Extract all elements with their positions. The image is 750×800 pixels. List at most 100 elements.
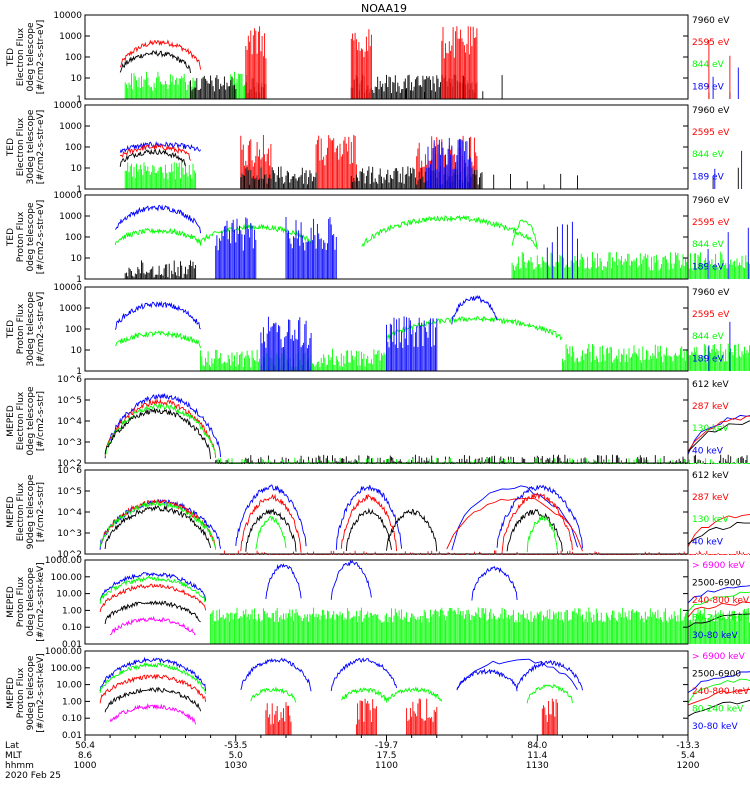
panel-7-legend-entry: 2500-6900: [692, 579, 741, 589]
panel-5-series-7: [687, 414, 750, 455]
panel-4-ytick-label: 1: [76, 367, 82, 377]
panel-2-ylabel-line: Electron Flux: [16, 117, 26, 176]
panel-4-series-1: [114, 300, 201, 330]
panel-7-series-1: [99, 571, 207, 601]
panel-5-series-2: [104, 398, 217, 458]
panel-8-series-16: [687, 671, 750, 693]
panel-6-ylabel-line: MEPED: [6, 496, 16, 528]
panel-2-legend-entry: 844 eV: [692, 150, 725, 160]
panel-8-legend-entry: 240-800 keV: [692, 687, 750, 697]
panel-8-ylabel-line: Proton Flux: [16, 667, 26, 718]
panel-7-ytick-label: 1.00: [62, 606, 82, 616]
footer-hhmm-value: 1200: [677, 761, 700, 771]
footer-mlt-value: 11.4: [527, 751, 547, 761]
panel-3-series-2: [114, 227, 202, 246]
panel-5-ytick-label: 10^6: [57, 375, 82, 385]
panel-6-series-13: [446, 497, 583, 552]
panel-6-series-20: [687, 521, 750, 545]
panel-4-legend-entry: 7960 eV: [692, 288, 730, 298]
panel-6-ytick-label: 10^5: [57, 487, 82, 497]
panel-7-ytick-label: 0.10: [62, 623, 82, 633]
panel-3: 10000 1000 100 10 1 TED Proton Flux 0deg telesc…: [6, 191, 750, 285]
panel-4-legend-entry: 2595 eV: [692, 310, 730, 320]
footer-hhmm-value: 1100: [375, 761, 398, 771]
panel-8-series-15: [265, 698, 558, 735]
panel-6-series-5: [235, 484, 307, 547]
panel-3-ylabel-line: [#/cm2-s-str-eV]: [36, 200, 46, 275]
panel-6-series-16: [501, 492, 573, 552]
panel-7-series-4: [104, 600, 201, 625]
panel-6-series-14: [386, 508, 438, 552]
footer-mlt-value: 5.0: [229, 751, 244, 761]
panel-1-ylabel-line: 0deg telescope: [26, 22, 36, 92]
panel-6-series-3: [99, 499, 217, 550]
panel-7-series-7: [330, 559, 372, 600]
panel-7-ylabel-line: MEPED: [6, 586, 16, 618]
panel-1-ytick-label: 100: [65, 53, 82, 63]
footer-lat-value: -19.7: [375, 741, 398, 751]
panel-4-ytick-label: 1000: [59, 304, 82, 314]
footer-lat-value: -53.5: [224, 741, 247, 751]
panel-8-series-13: [516, 659, 583, 691]
panel-7-series-13: [687, 613, 750, 628]
panel-8-ytick-label: 0.01: [62, 731, 82, 741]
panel-5-ytick-label: 10^4: [57, 417, 82, 427]
panel-5: 10^6 10^5 10^4 10^3 10^2 MEPED Electron Flux 0d…: [6, 375, 750, 469]
panel-1: 10000 1000 100 10 1 TED Electron Flux 0deg tele…: [6, 11, 739, 105]
panel-6-ytick-label: 10^3: [57, 529, 82, 539]
panel-2-ylabel-line: 30deg telescope: [26, 109, 36, 184]
footer-date: 2020 Feb 25: [5, 771, 61, 781]
panel-5-series-4: [104, 407, 212, 460]
panel-6-ytick-label: 10^6: [57, 466, 82, 476]
panel-6-series-17: [506, 508, 563, 552]
panel-6-series-7: [245, 508, 297, 552]
panel-8-ylabel-line: 90deg telescope: [26, 655, 36, 730]
footer-lat-value: 50.4: [75, 741, 95, 751]
panel-8-ytick-label: 10.00: [56, 681, 82, 691]
panel-2-series-4: [119, 148, 186, 167]
panel-7-ytick-label: 0.01: [62, 640, 82, 650]
panel-7-series-8: [471, 566, 518, 601]
panel-4-ylabel-line: 30deg telescope: [26, 291, 36, 366]
panel-1-legend-entry: 2595 eV: [692, 38, 730, 48]
panel-7: 1000.00 100.00 10.00 1.00 0.10 0.01 MEPED Proto…: [6, 556, 750, 650]
panel-7-legend-entry: 240-800 keV: [692, 596, 750, 606]
panel-5-ytick-label: 10^3: [57, 438, 82, 448]
footer-hhmm-value: 1030: [224, 761, 247, 771]
panel-7-legend-entry: 30-80 keV: [692, 631, 738, 641]
panel-3-ylabel-line: 0deg telescope: [26, 202, 36, 272]
panel-8-series-12: [456, 668, 518, 692]
panel-8-series-18: [687, 689, 750, 706]
panel-6: 10^6 10^5 10^4 10^3 10^2 MEPED Electron Flux 90…: [6, 466, 750, 560]
panel-4-ytick-label: 100: [65, 325, 82, 335]
panel-8-series-7: [250, 686, 297, 703]
panel-5-ylabel-line: 0deg telescope: [26, 386, 36, 456]
panel-4-legend-entry: 189 eV: [692, 354, 725, 364]
panel-1-ytick-label: 1: [76, 95, 82, 105]
panel-8: 1000.00 100.00 10.00 1.00 0.10 0.01 MEPED Proto…: [6, 647, 750, 741]
panel-8-series-11: [386, 686, 443, 702]
panel-2-series-1: [119, 141, 201, 154]
panel-2-ytick-label: 1: [76, 185, 82, 195]
panel-2-series-7: [426, 137, 743, 189]
panel-4: 10000 1000 100 10 1 TED Proton Flux 30deg teles…: [6, 283, 750, 377]
panel-3-series-8: [215, 217, 749, 279]
panel-1-ylabel-line: TED: [6, 48, 16, 67]
panel-8-series-2: [99, 662, 207, 695]
panel-8-ylabel-line: [#/cm2-s-str-keV]: [36, 653, 46, 732]
panel-7-series-2: [99, 575, 206, 605]
panel-6-ylabel-line: Electron Flux: [16, 482, 26, 541]
panel-3-series-3: [124, 260, 197, 279]
panel-5-ylabel-line: Electron Flux: [16, 391, 26, 450]
panel-8-series-17: [687, 678, 750, 704]
panel-8-series-8: [330, 657, 398, 692]
panel-3-legend-entry: 844 eV: [692, 240, 725, 250]
panel-3-ytick-label: 10000: [53, 191, 82, 201]
panel-1-ytick-label: 10000: [53, 11, 82, 21]
panel-7-series-5: [110, 615, 196, 636]
panel-6-legend-entry: 40 keV: [692, 537, 724, 547]
panel-1-legend-entry: 7960 eV: [692, 16, 730, 26]
panel-7-series-10: [687, 585, 750, 604]
